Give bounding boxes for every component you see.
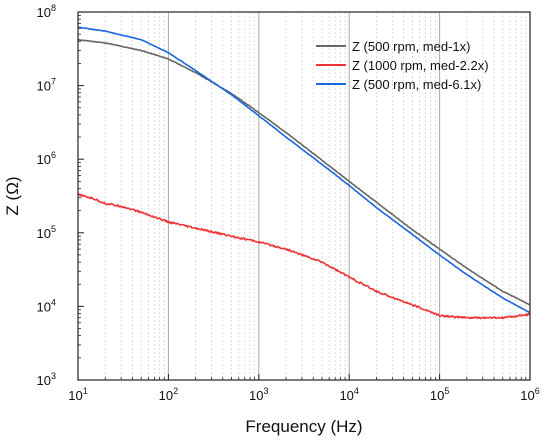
- y-tick-label: 107: [37, 77, 56, 94]
- legend: Z (500 rpm, med-1x) Z (1000 rpm, med-2.2x…: [316, 39, 489, 92]
- x-tick-label: 102: [159, 386, 178, 403]
- x-axis-title: Frequency (Hz): [245, 417, 362, 436]
- series-lines: [77, 26, 531, 320]
- y-axis-title: Z (Ω): [3, 176, 22, 215]
- series-line: [77, 193, 531, 320]
- x-axis-tick-labels: 101 102 103 104 105 106: [68, 386, 539, 403]
- legend-label: Z (500 rpm, med-1x): [352, 39, 470, 54]
- y-tick-label: 106: [37, 150, 56, 167]
- x-tick-label: 105: [430, 386, 449, 403]
- series-line: [77, 38, 531, 306]
- series-line: [77, 26, 531, 314]
- y-axis-tick-labels: 103 104 105 106 107 108: [37, 3, 56, 388]
- y-tick-label: 103: [37, 371, 56, 388]
- x-tick-label: 103: [249, 386, 268, 403]
- y-tick-label: 108: [37, 3, 56, 20]
- major-gridlines: [167, 12, 441, 380]
- minor-gridlines: [104, 12, 527, 380]
- plot-frame: [77, 11, 531, 381]
- legend-label: Z (1000 rpm, med-2.2x): [352, 58, 489, 73]
- x-tick-label: 106: [520, 386, 539, 403]
- y-tick-label: 104: [37, 297, 56, 314]
- y-tick-label: 105: [37, 224, 56, 241]
- x-tick-label: 104: [339, 386, 358, 403]
- legend-label: Z (500 rpm, med-6.1x): [352, 77, 481, 92]
- axis-ticks: [77, 11, 531, 381]
- x-tick-label: 101: [68, 386, 87, 403]
